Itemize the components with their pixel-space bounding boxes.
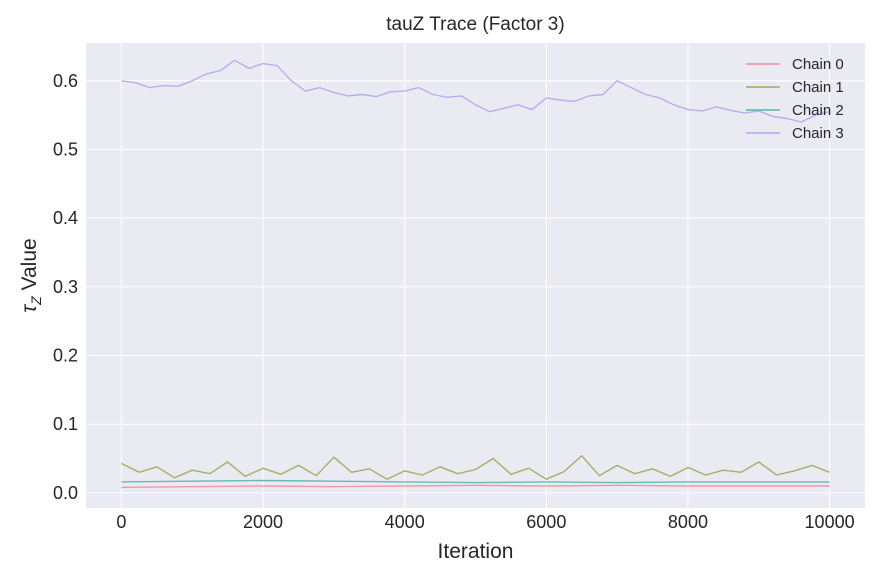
legend-label: Chain 3 <box>792 125 844 142</box>
y-tick-label: 0.2 <box>53 346 78 366</box>
series-line-chain-2 <box>121 479 830 484</box>
y-axis-label-suffix: Value <box>18 238 41 296</box>
legend-label: Chain 1 <box>792 79 844 96</box>
y-tick-label: 0.1 <box>53 414 78 434</box>
chart-title: tauZ Trace (Factor 3) <box>386 14 564 35</box>
y-axis-label-symbol: τ <box>18 304 41 313</box>
x-tick-label: 0 <box>116 512 126 532</box>
grid-lines <box>86 43 865 508</box>
legend-label: Chain 0 <box>792 56 844 73</box>
series-line-chain-3 <box>121 59 830 123</box>
y-tick-label: 0.6 <box>53 71 78 91</box>
y-tick-label: 0.5 <box>53 139 78 159</box>
y-tick-label: 0.3 <box>53 277 78 297</box>
y-tick-label: 0.0 <box>53 483 78 503</box>
series-layer <box>121 59 830 489</box>
x-tick-label: 6000 <box>526 512 566 532</box>
x-tick-label: 8000 <box>668 512 708 532</box>
series-line-chain-1 <box>121 455 830 480</box>
y-tick-label: 0.4 <box>53 208 78 228</box>
x-tick-label: 4000 <box>385 512 425 532</box>
y-axis-label-subscript: Z <box>28 296 44 306</box>
legend: Chain 0 Chain 1 Chain 2 Chain 3 <box>746 56 844 142</box>
plot-area <box>86 43 865 508</box>
y-axis-ticks: 0.0 0.1 0.2 0.3 0.4 0.5 0.6 <box>53 71 78 503</box>
x-tick-label: 10000 <box>805 512 855 532</box>
series-line-chain-0 <box>121 484 830 489</box>
y-axis-label: τZ Value <box>18 238 44 312</box>
x-axis-label: Iteration <box>438 540 514 563</box>
x-axis-ticks: 0 2000 4000 6000 8000 10000 <box>116 512 854 532</box>
legend-label: Chain 2 <box>792 102 844 119</box>
x-tick-label: 2000 <box>243 512 283 532</box>
